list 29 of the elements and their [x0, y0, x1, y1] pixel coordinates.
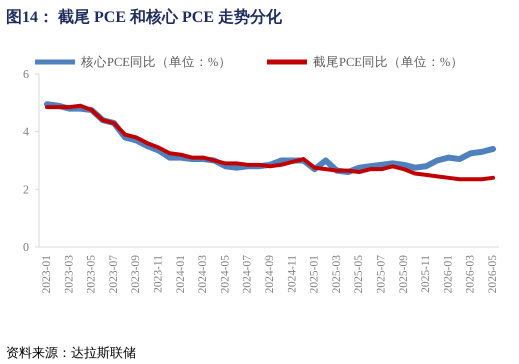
x-tick-label: 2023-03 — [63, 254, 76, 294]
x-tick-label: 2023-05 — [86, 254, 98, 294]
legend-label: 核心PCE同比（单位：%） — [80, 54, 232, 69]
x-tick-label: 2024-01 — [174, 254, 187, 294]
chart-title: 图14： 截尾 PCE 和核心 PCE 走势分化 — [6, 7, 283, 26]
x-tick-label: 2026-05 — [487, 254, 499, 294]
legend-label: 截尾PCE同比（单位：%） — [313, 55, 464, 69]
x-tick-label: 2025-07 — [376, 254, 388, 294]
x-tick-label: 2023-11 — [152, 254, 164, 293]
x-tick-label: 2025-01 — [308, 254, 321, 294]
x-tick-label: 2025-03 — [330, 254, 343, 294]
x-tick-label: 2025-11 — [420, 254, 432, 293]
x-tick-label: 2024-09 — [264, 254, 276, 294]
y-tick-label: 6 — [23, 67, 29, 81]
x-tick-label: 2024-05 — [219, 254, 232, 294]
x-tick-label: 2025-05 — [353, 254, 366, 294]
y-tick-label: 2 — [23, 182, 29, 196]
y-tick-label: 4 — [23, 124, 29, 139]
y-tick-label: 0 — [23, 240, 29, 254]
x-tick-label: 2025-09 — [398, 254, 410, 294]
text: 资料来源：达拉斯联储 — [6, 345, 136, 360]
x-tick-label: 2026-03 — [464, 254, 477, 294]
x-tick-label: 2023-07 — [108, 254, 120, 294]
x-tick-label: 2023-01 — [41, 254, 53, 294]
x-tick-label: 2024-11 — [286, 254, 298, 293]
x-tick-label: 2023-09 — [130, 254, 142, 294]
x-tick-label: 2024-07 — [242, 254, 254, 294]
x-tick-label: 2024-03 — [197, 254, 210, 294]
x-tick-label: 2026-01 — [442, 254, 454, 294]
